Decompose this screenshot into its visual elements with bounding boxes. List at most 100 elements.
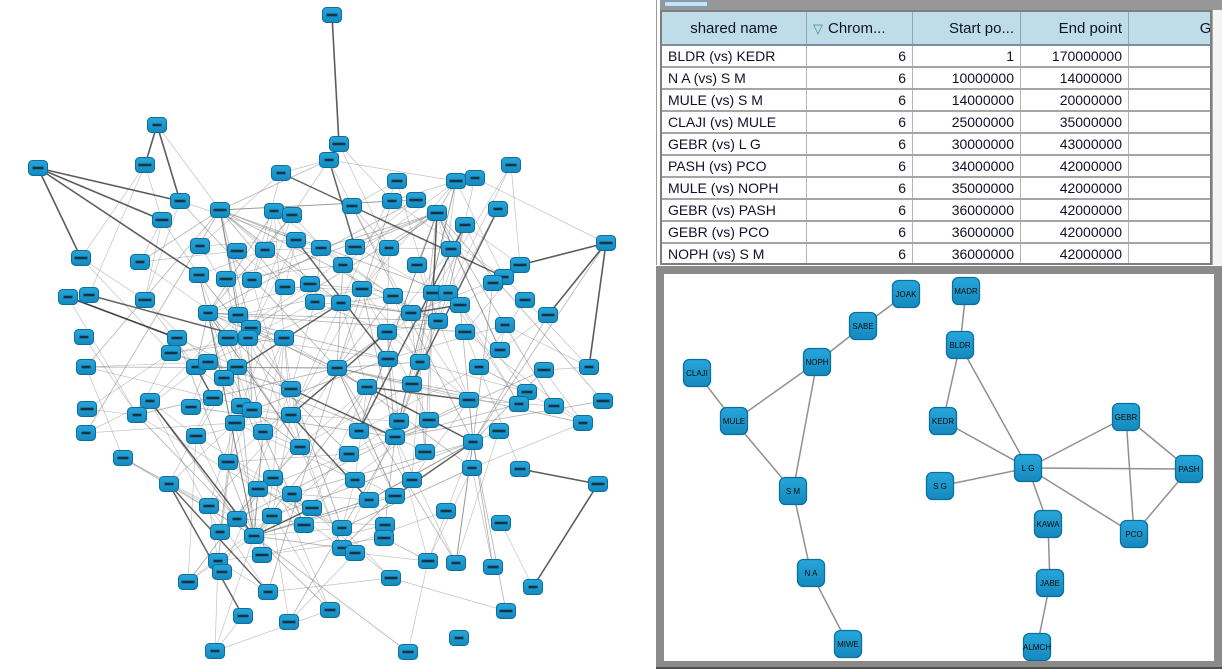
network-node[interactable] [329, 136, 349, 152]
network-node[interactable] [127, 407, 147, 423]
network-edge[interactable] [288, 552, 356, 623]
network-edge[interactable] [207, 312, 466, 333]
network-edge[interactable] [280, 172, 505, 278]
network-edge[interactable] [290, 388, 396, 438]
network-edge[interactable] [471, 422, 584, 469]
network-node[interactable] [242, 272, 262, 288]
network-edge[interactable] [199, 172, 282, 247]
table-vertical-scrollbar[interactable] [1212, 10, 1222, 265]
network-edge[interactable] [471, 467, 494, 568]
network-edge[interactable] [504, 324, 590, 368]
network-node[interactable] [271, 165, 291, 181]
network-edge[interactable] [336, 247, 390, 369]
table-row[interactable]: CLAJI (vs) MULE625000000350000005.9 [662, 111, 1210, 134]
network-node[interactable] [455, 324, 475, 340]
network-node[interactable] [190, 238, 210, 254]
network-node[interactable] [419, 412, 439, 428]
network-edge[interactable] [291, 441, 474, 495]
network-edge[interactable] [320, 212, 438, 249]
network-node[interactable] [596, 235, 616, 251]
network-node[interactable] [263, 470, 283, 486]
network-node[interactable] [465, 170, 485, 186]
network-node-s-m[interactable]: S M [778, 476, 808, 506]
network-node[interactable] [483, 275, 503, 291]
network-edge[interactable] [195, 366, 338, 369]
network-node[interactable] [290, 439, 310, 455]
network-edge[interactable] [472, 242, 607, 443]
table-row[interactable]: BLDR (vs) KEDR61170000000192.0 [662, 45, 1210, 68]
network-edge[interactable] [311, 419, 430, 509]
network-node[interactable] [130, 254, 150, 270]
network-edge[interactable] [236, 436, 396, 520]
network-node[interactable] [264, 203, 284, 219]
network-node[interactable] [331, 295, 351, 311]
network-edge[interactable] [251, 358, 389, 411]
network-edge[interactable] [219, 209, 342, 304]
network-node[interactable] [333, 257, 353, 273]
network-edge[interactable] [85, 400, 151, 434]
network-node[interactable] [441, 241, 461, 257]
network-node[interactable] [342, 198, 362, 214]
network-edge[interactable] [136, 367, 338, 416]
network-node[interactable] [357, 379, 377, 395]
network-edge[interactable] [253, 535, 343, 549]
network-edge[interactable] [187, 515, 273, 583]
network-edge[interactable] [207, 210, 275, 314]
network-edge[interactable] [1027, 467, 1135, 535]
network-node[interactable] [593, 393, 613, 409]
network-node[interactable] [181, 399, 201, 415]
column-header-3[interactable]: End point [1020, 12, 1129, 46]
network-edge[interactable] [219, 200, 393, 211]
network-edge[interactable] [464, 224, 521, 266]
network-node[interactable] [490, 342, 510, 358]
network-node[interactable] [300, 276, 320, 292]
network-node[interactable] [462, 460, 482, 476]
network-edge[interactable] [361, 288, 439, 322]
network-node[interactable] [436, 503, 456, 519]
network-node[interactable] [402, 472, 422, 488]
network-node[interactable] [401, 305, 421, 321]
network-node[interactable] [205, 643, 225, 659]
network-edge[interactable] [410, 312, 470, 401]
network-edge[interactable] [338, 143, 393, 202]
network-edge[interactable] [199, 239, 297, 247]
network-node[interactable] [79, 287, 99, 303]
network-edge[interactable] [1027, 416, 1127, 469]
network-edge[interactable] [207, 312, 338, 369]
network-node[interactable] [377, 324, 397, 340]
network-edge[interactable] [207, 214, 293, 314]
network-edge[interactable] [225, 247, 322, 280]
network-node[interactable] [374, 530, 394, 546]
network-node[interactable] [509, 396, 529, 412]
network-edge[interactable] [331, 14, 340, 145]
network-edge[interactable] [407, 560, 429, 653]
network-edge[interactable] [1125, 416, 1135, 535]
network-edge[interactable] [273, 210, 394, 297]
network-node-pco[interactable]: PCO [1119, 519, 1149, 549]
network-edge[interactable] [588, 242, 607, 368]
network-edge[interactable] [299, 446, 396, 497]
network-node[interactable] [216, 271, 236, 287]
network-node-miwe[interactable]: MIWE [833, 629, 863, 659]
network-edge[interactable] [384, 436, 396, 526]
network-node[interactable] [302, 500, 322, 516]
network-edge[interactable] [219, 159, 330, 211]
network-node[interactable] [252, 547, 272, 563]
network-node[interactable] [382, 193, 402, 209]
network-edge[interactable] [168, 422, 236, 485]
network-edge[interactable] [272, 477, 331, 611]
network-node[interactable] [76, 425, 96, 441]
network-node[interactable] [345, 472, 365, 488]
network-edge[interactable] [136, 414, 259, 490]
network-edge[interactable] [386, 248, 452, 333]
network-node[interactable] [186, 428, 206, 444]
network-node-s-g[interactable]: S G [925, 471, 955, 501]
network-edge[interactable] [227, 337, 301, 448]
network-node[interactable] [227, 243, 247, 259]
network-edge[interactable] [168, 483, 244, 617]
network-edge[interactable] [478, 366, 521, 470]
network-edge[interactable] [261, 537, 385, 556]
network-node[interactable] [523, 579, 543, 595]
network-node[interactable] [189, 267, 209, 283]
network-edge[interactable] [447, 177, 476, 294]
